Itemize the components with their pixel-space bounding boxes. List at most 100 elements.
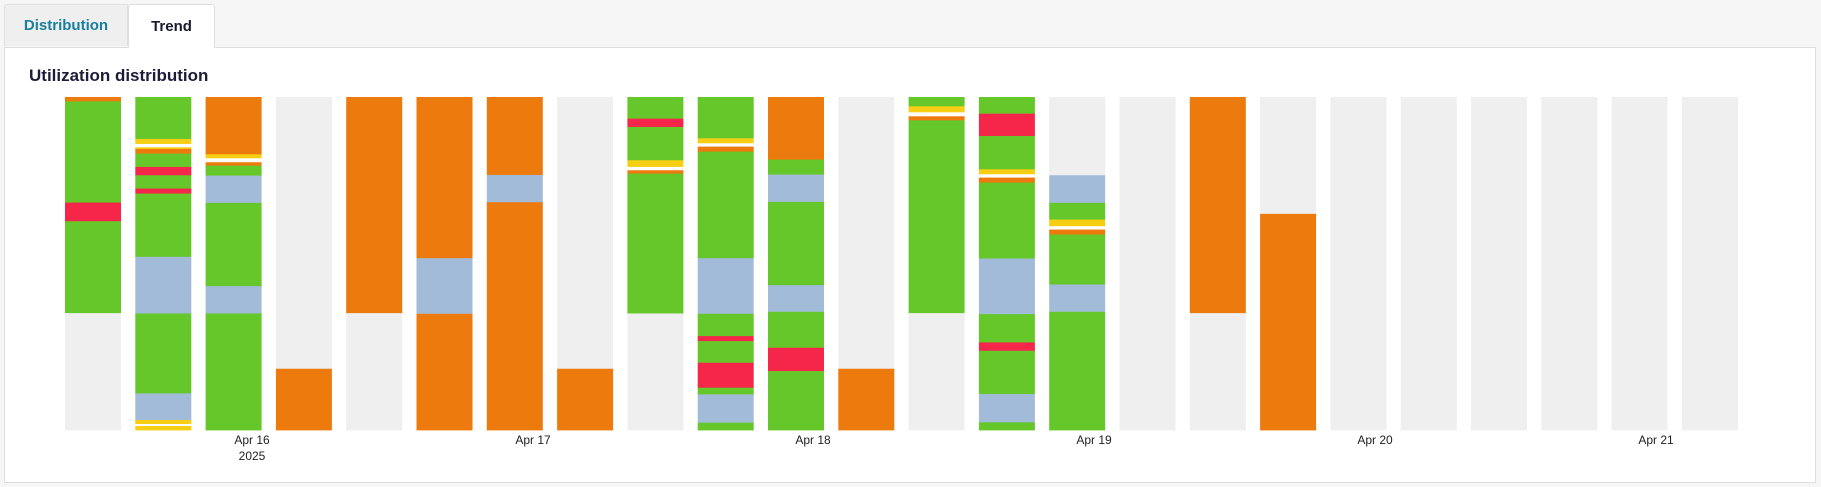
bar-segment-green xyxy=(1049,234,1106,285)
bar-segment-red xyxy=(65,202,121,222)
bar-22[interactable] xyxy=(1611,97,1668,431)
bar-segment-green xyxy=(697,387,754,395)
bar-segment-yellow xyxy=(978,169,1035,175)
bar-segment-empty xyxy=(1400,97,1457,431)
bar-5[interactable] xyxy=(416,97,473,431)
bar-segment-green xyxy=(627,173,684,314)
x-year-label: 2025 xyxy=(239,449,266,463)
bar-segment-orange xyxy=(557,368,614,431)
bar-segment-green xyxy=(978,314,1035,343)
bar-segment-blue xyxy=(768,174,824,203)
bar-segment-red xyxy=(135,188,192,194)
bar-segment-green xyxy=(65,101,121,203)
x-tick-label: Apr 21 xyxy=(1638,433,1674,447)
bar-segment-red xyxy=(978,342,1035,352)
bar-segment-white xyxy=(1049,226,1106,230)
bar-segment-blue xyxy=(205,175,262,204)
bar-segment-green xyxy=(135,313,192,394)
bar-segment-red xyxy=(135,166,192,176)
bar-segment-orange xyxy=(697,146,754,153)
bar-segment-green xyxy=(135,175,192,189)
bar-segment-green xyxy=(978,182,1035,259)
bar-segment-yellow xyxy=(205,154,262,159)
bar-17[interactable] xyxy=(1260,97,1317,431)
tab-bar: Distribution Trend xyxy=(4,4,215,48)
chart-panel: Utilization distribution Apr 16 Apr 17 Apr… xyxy=(4,47,1816,483)
bar-segment-green xyxy=(768,371,824,431)
bar-segment-orange xyxy=(205,162,262,166)
bar-segment-blue xyxy=(978,258,1035,315)
bar-14[interactable] xyxy=(1049,97,1106,431)
bar-segment-orange xyxy=(768,97,824,161)
bar-segment-yellow xyxy=(135,420,192,425)
bar-segment-blue xyxy=(486,174,543,203)
bar-segment-green xyxy=(205,165,262,176)
bar-segment-white xyxy=(135,143,192,148)
bar-segment-orange xyxy=(486,202,543,431)
bar-3[interactable] xyxy=(275,97,332,431)
bar-segment-orange xyxy=(1260,213,1317,431)
bar-segment-empty xyxy=(1541,97,1598,431)
bar-segment-orange xyxy=(416,97,473,259)
tab-trend[interactable]: Trend xyxy=(128,4,215,48)
bar-segment-blue xyxy=(416,258,473,315)
utilization-chart: Apr 16 Apr 17 Apr 18 Apr 19 Apr 20 Apr 21 2025 xyxy=(65,97,1738,463)
bar-segment-blue xyxy=(697,258,754,315)
bar-segment-empty xyxy=(1049,97,1106,176)
bar-segment-red xyxy=(978,113,1035,137)
bar-segment-green xyxy=(697,97,754,139)
bar-segment-green xyxy=(978,350,1035,395)
bar-segment-blue xyxy=(1049,284,1106,313)
bar-segment-green xyxy=(978,97,1035,115)
bar-segment-yellow xyxy=(135,426,192,431)
bar-8[interactable] xyxy=(627,97,684,431)
bar-2[interactable] xyxy=(205,97,262,431)
bar-segment-white xyxy=(205,158,262,163)
bar-18[interactable] xyxy=(1330,97,1387,431)
bar-segment-blue xyxy=(697,394,754,424)
bar-4[interactable] xyxy=(346,97,403,431)
bar-23[interactable] xyxy=(1681,97,1738,431)
bar-11[interactable] xyxy=(838,97,895,431)
bar-segment-empty xyxy=(838,97,895,370)
bar-segment-empty xyxy=(275,97,332,370)
bar-segment-empty xyxy=(557,97,614,370)
bar-segment-green xyxy=(978,422,1035,431)
bar-7[interactable] xyxy=(557,97,614,431)
bar-segment-red xyxy=(697,336,754,342)
bar-segment-red xyxy=(697,362,754,389)
bar-segment-blue xyxy=(768,285,824,313)
bar-segment-green xyxy=(205,313,262,431)
bar-1[interactable] xyxy=(135,97,192,431)
bar-13[interactable] xyxy=(978,97,1035,431)
bar-0[interactable] xyxy=(65,97,121,431)
bar-segment-green xyxy=(135,193,192,258)
bar-segment-green xyxy=(697,341,754,364)
bar-10[interactable] xyxy=(768,97,824,431)
bar-segment-green xyxy=(978,135,1035,170)
bar-6[interactable] xyxy=(486,97,543,431)
bar-20[interactable] xyxy=(1471,97,1527,431)
bar-segment-yellow xyxy=(908,106,965,113)
bar-segment-green xyxy=(908,120,965,314)
bar-segment-orange xyxy=(65,97,121,102)
bar-segment-green xyxy=(697,422,754,431)
bar-segment-green xyxy=(1049,311,1106,431)
tab-distribution[interactable]: Distribution xyxy=(4,4,128,46)
bar-12[interactable] xyxy=(908,97,965,431)
x-tick-label: Apr 20 xyxy=(1357,433,1393,447)
bar-segment-green xyxy=(768,311,824,349)
bar-21[interactable] xyxy=(1541,97,1598,431)
x-tick-label: Apr 16 xyxy=(234,433,270,447)
bar-segment-green xyxy=(697,313,754,337)
bar-segment-orange xyxy=(978,177,1035,183)
bar-9[interactable] xyxy=(697,97,754,431)
bar-16[interactable] xyxy=(1189,97,1246,431)
bar-15[interactable] xyxy=(1119,97,1176,431)
bar-segment-yellow xyxy=(1049,219,1106,227)
bar-segment-green xyxy=(697,151,754,259)
bar-segment-green xyxy=(1049,202,1106,220)
bar-segment-empty xyxy=(1681,97,1738,431)
bar-segment-empty xyxy=(627,313,684,431)
bar-19[interactable] xyxy=(1400,97,1457,431)
